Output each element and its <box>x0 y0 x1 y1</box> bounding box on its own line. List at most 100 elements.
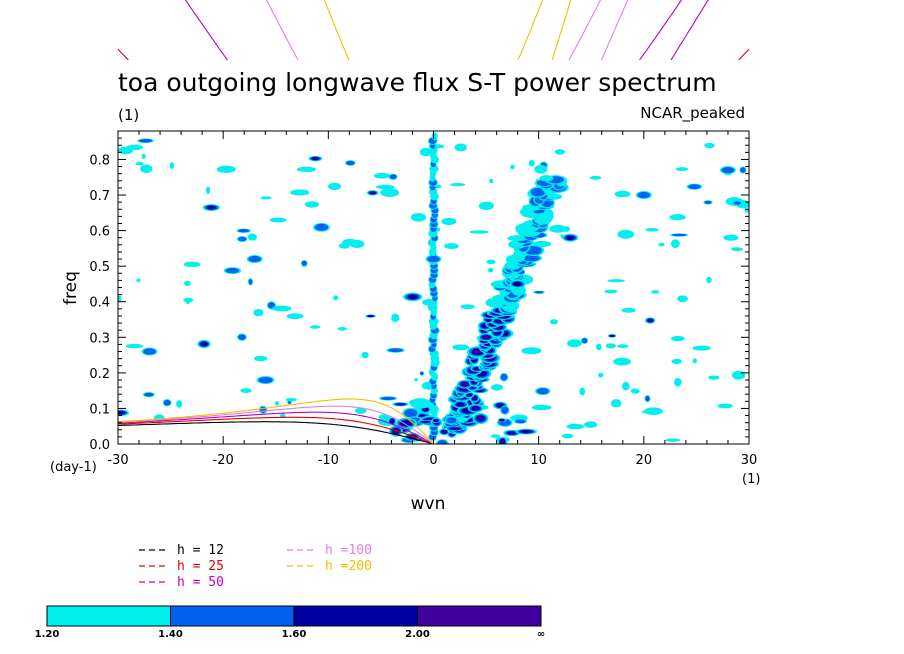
power-patch <box>477 416 484 421</box>
power-patch <box>637 191 651 199</box>
y-tick-label: 0.0 <box>89 438 110 453</box>
colorbar: 1.20 1.40 1.60 2.00 ∞ <box>35 605 545 640</box>
legend-entry: h =200 <box>325 559 372 574</box>
power-patch <box>369 191 376 195</box>
power-patch <box>135 162 144 166</box>
power-patch <box>489 178 494 184</box>
power-patch <box>259 406 267 413</box>
dispersion-curves <box>118 398 434 444</box>
power-patch <box>441 217 457 226</box>
colorbar-segment <box>46 605 171 627</box>
power-patch <box>301 260 307 266</box>
power-patch <box>258 376 273 384</box>
power-patch <box>671 358 682 365</box>
legend-entry: h =100 <box>325 543 372 558</box>
power-patch <box>566 423 585 430</box>
power-patch <box>740 167 746 173</box>
y-tick-label: 0.6 <box>89 225 110 240</box>
y-tick-label: 0.2 <box>89 367 110 382</box>
power-patch <box>452 344 470 351</box>
power-patch <box>216 165 236 173</box>
chart-title: toa outgoing longwave flux S-T power spe… <box>118 68 717 97</box>
power-patch <box>400 420 413 427</box>
power-patch <box>144 392 154 397</box>
power-patch <box>380 188 400 198</box>
power-patch <box>367 314 374 318</box>
units-label: (1) <box>118 106 139 124</box>
power-patch <box>706 276 712 284</box>
power-patch <box>272 305 292 312</box>
power-patch <box>622 381 630 391</box>
power-patch <box>717 403 733 409</box>
power-patch <box>437 440 448 444</box>
power-patch <box>247 233 257 241</box>
power-patch <box>674 378 682 387</box>
x-tick-label: 0 <box>429 453 437 468</box>
power-patch <box>349 239 365 249</box>
power-patch <box>141 153 146 159</box>
power-patch <box>444 243 459 250</box>
power-patch <box>487 267 494 273</box>
colorbar-label: ∞ <box>537 629 545 640</box>
x-tick-label: -10 <box>318 453 339 468</box>
power-patch <box>469 230 489 234</box>
power-patch <box>435 184 442 189</box>
rossby-curve <box>118 411 434 444</box>
power-patch <box>176 400 183 408</box>
power-patch <box>285 398 298 402</box>
power-patch <box>391 313 400 323</box>
power-patch <box>581 338 588 344</box>
power-patch <box>598 372 604 378</box>
power-patch <box>200 341 208 347</box>
power-patch <box>616 344 629 349</box>
power-patch <box>286 313 304 320</box>
colorbar-segment <box>170 605 295 627</box>
power-patch <box>528 159 535 167</box>
y-tick-label: 0.8 <box>89 153 110 168</box>
power-patch <box>238 334 246 341</box>
power-patch <box>467 401 472 404</box>
power-patch <box>707 375 720 380</box>
power-patch <box>248 279 253 285</box>
colorbar-label: 2.00 <box>405 629 430 640</box>
power-patch <box>565 235 575 240</box>
y-tick-label: 0.4 <box>89 296 110 311</box>
power-patch <box>388 348 403 353</box>
power-patch <box>460 304 475 310</box>
power-patch <box>665 438 681 442</box>
rossby-curve <box>118 405 434 444</box>
power-patch <box>169 162 175 170</box>
power-patch <box>260 196 272 200</box>
x-tick-label: -30 <box>107 453 128 468</box>
power-patch <box>414 378 419 382</box>
power-patch <box>253 355 268 362</box>
power-patch <box>309 325 321 329</box>
power-patch <box>389 174 397 180</box>
power-patch <box>125 343 144 349</box>
power-patch <box>596 343 602 351</box>
power-patch <box>531 404 552 411</box>
power-patch <box>296 166 317 172</box>
x-units-label: (1) <box>742 472 760 487</box>
power-patch <box>677 295 688 303</box>
y-tick-label: 0.3 <box>89 331 110 346</box>
power-patch <box>274 400 279 406</box>
power-patch <box>240 388 252 394</box>
power-patch <box>395 403 406 406</box>
power-patch <box>549 224 567 233</box>
y-tick-label: 0.1 <box>89 402 110 417</box>
power-patch <box>721 167 735 174</box>
power-patch <box>118 410 126 415</box>
power-patch <box>536 388 549 395</box>
power-patch <box>407 294 419 300</box>
power-patch <box>515 419 526 424</box>
power-patch <box>163 399 171 406</box>
power-patch <box>361 351 369 359</box>
power-patch <box>450 183 466 187</box>
power-patch <box>314 223 329 231</box>
power-patch <box>333 295 339 301</box>
power-patch <box>455 402 465 407</box>
power-patch <box>658 242 665 247</box>
power-patch <box>501 406 509 414</box>
